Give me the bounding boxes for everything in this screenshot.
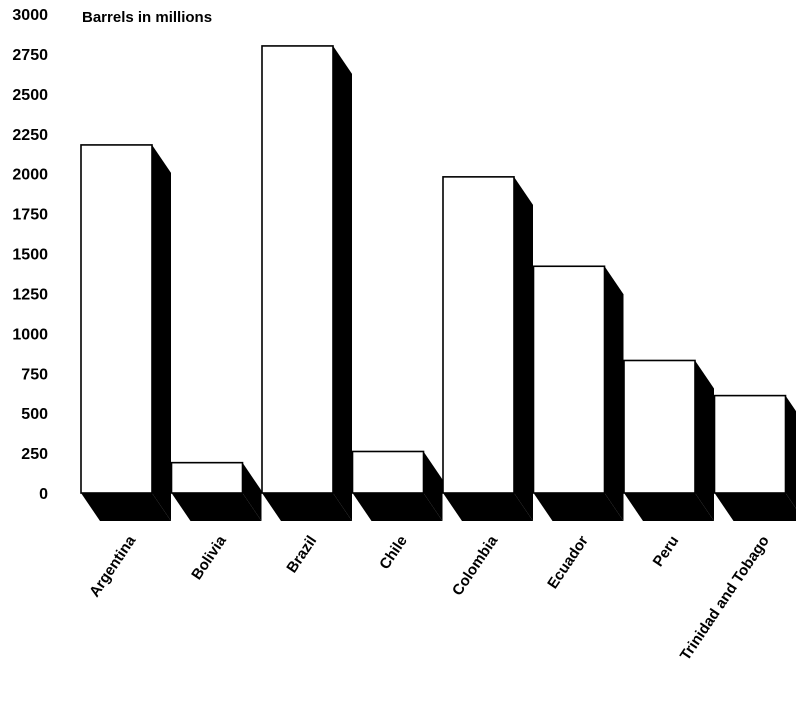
bar bbox=[623, 359, 714, 521]
bar-shadow-side bbox=[242, 462, 262, 521]
bar-shadow-bottom bbox=[624, 493, 714, 521]
bar-shadow-bottom bbox=[171, 493, 262, 521]
category-label: Chile bbox=[376, 533, 411, 573]
y-tick-label: 1500 bbox=[12, 247, 48, 264]
bar-shadow-side bbox=[785, 395, 796, 509]
bar-shadow-side bbox=[695, 360, 714, 521]
bar-face bbox=[713, 394, 787, 494]
bar bbox=[80, 144, 171, 521]
y-tick-label: 3000 bbox=[12, 7, 48, 24]
bar bbox=[170, 461, 262, 521]
bar-face bbox=[261, 45, 334, 494]
category-label: Colombia bbox=[449, 532, 502, 599]
bar-face bbox=[80, 144, 153, 494]
category-label: Bolivia bbox=[188, 532, 230, 583]
bar-shadow-side bbox=[152, 144, 171, 521]
y-tick-label: 2500 bbox=[12, 87, 48, 104]
bar bbox=[713, 394, 796, 521]
bar-face bbox=[442, 176, 515, 494]
bar-shadow-side bbox=[514, 176, 533, 522]
bar-shadow-side bbox=[604, 266, 624, 521]
bar-shadow-bottom bbox=[714, 493, 796, 521]
y-tick-label: 500 bbox=[21, 406, 48, 423]
y-tick-label: 250 bbox=[21, 446, 48, 463]
bar bbox=[261, 45, 352, 521]
y-axis-ticks: 0 250 500 750 1000 1250 1500 1750 2000 2250 2500 27… bbox=[12, 7, 48, 503]
category-label: Ecuador bbox=[544, 533, 592, 592]
bar-face bbox=[532, 265, 606, 494]
category-label: Argentina bbox=[86, 532, 140, 600]
category-label: Trinidad and Tobago bbox=[677, 533, 773, 664]
bar-shadow-bottom bbox=[262, 493, 352, 521]
y-tick-label: 2250 bbox=[12, 127, 48, 144]
y-axis-label: Barrels in millions bbox=[82, 9, 212, 26]
bar bbox=[532, 265, 624, 521]
bar bbox=[442, 176, 533, 522]
y-tick-label: 1750 bbox=[12, 207, 48, 224]
y-tick-label: 0 bbox=[39, 486, 48, 503]
category-labels: Argentina Bolivia Brazil Chile Colombia Ecuad… bbox=[86, 532, 773, 663]
y-tick-label: 1000 bbox=[12, 326, 48, 343]
bar-shadow-bottom bbox=[443, 493, 533, 521]
bar-face bbox=[351, 450, 425, 494]
bar-face bbox=[170, 461, 244, 494]
category-label: Peru bbox=[650, 533, 683, 570]
bar-face bbox=[623, 359, 696, 494]
y-tick-label: 2000 bbox=[12, 167, 48, 184]
bar-shadow-side bbox=[423, 451, 443, 521]
y-tick-label: 1250 bbox=[12, 286, 48, 303]
bar-shadow-side bbox=[333, 45, 352, 521]
bar-shadow-bottom bbox=[533, 493, 624, 521]
y-tick-label: 2750 bbox=[12, 47, 48, 64]
bar bbox=[351, 450, 443, 521]
category-label: Brazil bbox=[283, 533, 320, 576]
bar-shadow-bottom bbox=[81, 493, 171, 521]
bars bbox=[80, 45, 796, 522]
bar-shadow-bottom bbox=[352, 493, 443, 521]
y-tick-label: 750 bbox=[21, 366, 48, 383]
